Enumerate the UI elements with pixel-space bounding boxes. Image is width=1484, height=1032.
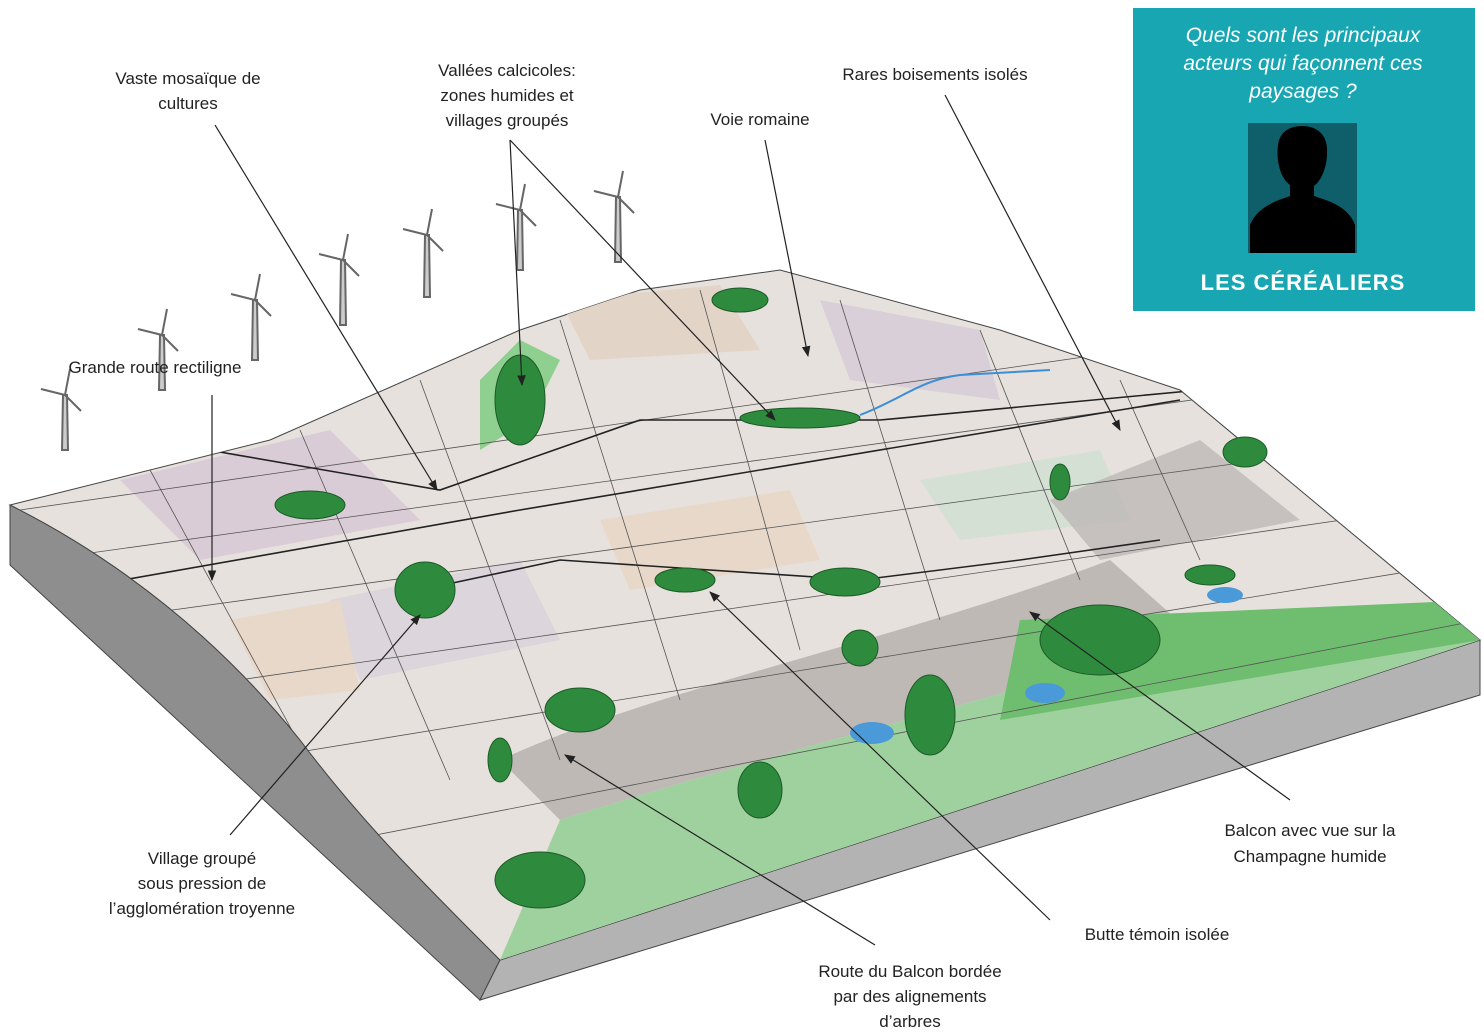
wind-turbine xyxy=(593,170,635,263)
label: Voie romaine xyxy=(710,110,809,129)
panel-title: LES CÉRÉALIERS xyxy=(1201,270,1406,295)
label: Balcon avec vue sur la xyxy=(1224,821,1396,840)
label: villages groupés xyxy=(446,111,569,130)
leader xyxy=(709,591,1051,921)
wind-turbine xyxy=(40,368,82,451)
question: Quels sont les principaux xyxy=(1186,24,1422,47)
leader xyxy=(214,124,438,491)
wind-turbine xyxy=(402,208,444,298)
label: Village groupé xyxy=(148,849,256,868)
leader xyxy=(509,139,526,387)
label: sous pression de xyxy=(138,874,267,893)
wind-turbines xyxy=(40,170,635,451)
label: Route du Balcon bordée xyxy=(818,962,1001,981)
label: Vallées calcicoles: xyxy=(438,61,576,80)
label: l’agglomération troyenne xyxy=(109,899,295,918)
wind-turbine xyxy=(495,183,537,271)
labels: Vaste mosaïque de cultures Vallées calci… xyxy=(69,61,1397,1031)
leader xyxy=(1029,611,1291,801)
actor-panel: Quels sont les principaux acteurs qui fa… xyxy=(1133,8,1475,311)
label: Grande route rectiligne xyxy=(69,358,242,377)
question: acteurs qui façonnent ces xyxy=(1183,52,1423,75)
leaders xyxy=(207,94,1291,946)
block xyxy=(8,269,1482,1001)
question: paysages ? xyxy=(1248,80,1357,103)
label: Butte témoin isolée xyxy=(1085,925,1230,944)
leader xyxy=(764,139,811,358)
label: Champagne humide xyxy=(1233,847,1386,866)
leader xyxy=(509,139,776,421)
label: par des alignements xyxy=(833,987,986,1006)
leader xyxy=(229,614,421,836)
label: zones humides et xyxy=(440,86,574,105)
label: cultures xyxy=(158,94,218,113)
wind-turbine xyxy=(137,308,179,391)
silhouette xyxy=(1250,126,1355,253)
label: Rares boisements isolés xyxy=(842,65,1027,84)
leader xyxy=(944,94,1121,431)
wind-turbine xyxy=(318,233,360,326)
wind-turbine xyxy=(230,273,272,361)
label: d’arbres xyxy=(879,1012,940,1031)
label: Vaste mosaïque de xyxy=(115,69,260,88)
leader xyxy=(564,754,876,946)
